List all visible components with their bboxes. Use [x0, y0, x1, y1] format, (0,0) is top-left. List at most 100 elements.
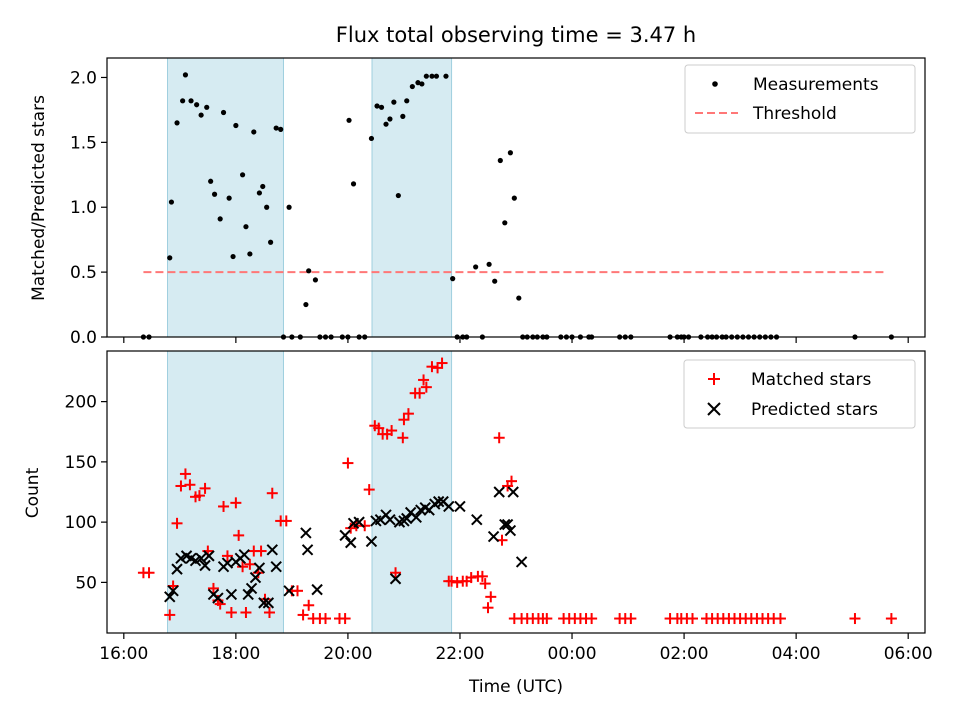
matched-star-point — [482, 602, 494, 614]
matched-star-point — [479, 578, 491, 590]
measurement-point — [415, 80, 421, 86]
measurement-point — [239, 172, 246, 178]
predicted-star-point — [353, 516, 365, 528]
matched-star-point — [175, 480, 187, 492]
legend-threshold-label: Threshold — [752, 104, 837, 124]
predicted-star-point — [283, 585, 295, 597]
matched-star-point — [171, 517, 183, 529]
matched-star-point — [359, 520, 371, 532]
bottom-x-tick-label: 04:00 — [772, 644, 821, 664]
matched-star-point — [446, 575, 458, 587]
predicted-star-point — [199, 559, 211, 572]
measurement-point — [264, 204, 270, 210]
predicted-star-point — [249, 571, 262, 584]
bottom-legend: Matched stars Predicted stars — [683, 359, 916, 429]
predicted-star-point — [471, 514, 483, 526]
measurement-point — [374, 103, 380, 109]
predicted-star-point — [300, 527, 312, 539]
predicted-star-point — [487, 530, 500, 543]
predicted-star-point — [164, 591, 176, 603]
measurement-point — [180, 98, 186, 104]
measurement-point — [502, 220, 508, 226]
legend-matched-label: Matched stars — [751, 370, 871, 390]
bottom-shaded-intervals — [167, 350, 453, 634]
matched-star-point — [465, 572, 477, 584]
matched-star-point — [506, 475, 518, 487]
matched-star-point — [263, 607, 275, 619]
predicted-star-point — [301, 544, 314, 556]
measurement-point — [404, 98, 410, 104]
measurement-point — [182, 72, 189, 78]
top-y-axis-label: Matched/Predicted stars — [29, 95, 49, 301]
predicted-star-point — [242, 588, 254, 601]
predicted-star-point — [507, 486, 519, 498]
matched-star-point — [774, 613, 786, 625]
matched-star-point — [345, 522, 357, 534]
measurement-point — [230, 253, 236, 260]
measurement-point — [260, 183, 266, 190]
matched-star-point — [244, 558, 256, 570]
measurement-point — [497, 157, 503, 164]
matched-star-point — [436, 357, 448, 369]
legend-measurements-label: Measurements — [753, 75, 879, 95]
matched-star-point — [218, 500, 230, 512]
predicted-star-point — [270, 561, 282, 573]
predicted-star-point — [195, 552, 207, 564]
matched-star-point — [303, 599, 315, 611]
predicted-star-point — [410, 511, 422, 524]
measurement-point — [486, 261, 492, 267]
matched-star-point — [363, 484, 375, 496]
top-y-tick-label: 2.0 — [70, 68, 97, 88]
measurement-point — [217, 216, 223, 222]
bottom-y-axis-label: Count — [23, 467, 43, 518]
matched-star-point — [320, 613, 332, 625]
legend-predicted-label: Predicted stars — [751, 400, 878, 420]
matched-star-point — [849, 613, 861, 625]
matched-star-point — [386, 425, 398, 437]
measurement-point — [168, 199, 175, 205]
measurement-point — [208, 178, 214, 184]
measurement-point — [383, 121, 389, 127]
bottom-panel: 50 100 150 200 16:00 18:00 20:00 22:00 00:00 02:… — [23, 350, 933, 697]
top-x-ticks — [123, 337, 909, 343]
matched-star-point — [221, 550, 233, 562]
legend-predicted-marker — [707, 402, 721, 416]
predicted-star-point — [443, 500, 455, 513]
matched-star-point — [586, 613, 598, 625]
top-y-ticks: 0.0 0.5 1.0 1.5 2.0 — [70, 68, 107, 348]
measurement-point — [226, 195, 232, 201]
measurement-point — [443, 73, 449, 79]
bottom-legend-box — [683, 359, 916, 429]
bottom-x-ticks: 16:00 18:00 20:00 22:00 00:00 02:00 04:00 06:00 — [99, 633, 933, 664]
measurement-point — [243, 224, 249, 230]
measurement-point — [450, 276, 456, 282]
chart-title: Flux total observing time = 3.47 h — [336, 23, 696, 47]
measurement-point — [433, 73, 440, 79]
measurement-point — [256, 190, 262, 196]
matched-star-point — [476, 570, 488, 582]
matched-star-point — [233, 529, 245, 541]
bottom-y-tick-label: 100 — [65, 513, 97, 533]
measurement-point — [233, 122, 239, 129]
bottom-x-tick-label: 00:00 — [548, 644, 597, 664]
bottom-x-tick-label: 16:00 — [99, 644, 148, 664]
matched-star-point — [184, 479, 196, 491]
predicted-star-point — [454, 500, 466, 513]
bottom-y-tick-label: 50 — [75, 573, 97, 593]
matched-star-point — [402, 408, 414, 420]
bottom-shaded-interval — [167, 350, 284, 634]
predicted-star-point — [311, 583, 323, 596]
top-panel: 0.00.51.01.52.0 Matched/Predicted stars … — [29, 57, 926, 348]
matched-star-point — [541, 613, 553, 625]
measurement-point — [167, 255, 173, 261]
bottom-y-tick-label: 150 — [65, 453, 97, 473]
matched-star-point — [230, 497, 242, 509]
bottom-x-tick-label: 02:00 — [660, 644, 709, 664]
measurement-point — [273, 125, 279, 131]
matched-star-point — [143, 567, 155, 579]
top-shaded-interval — [371, 57, 453, 338]
top-axes-frame — [106, 57, 926, 338]
measurement-point — [507, 150, 513, 156]
measurement-point — [174, 120, 180, 126]
